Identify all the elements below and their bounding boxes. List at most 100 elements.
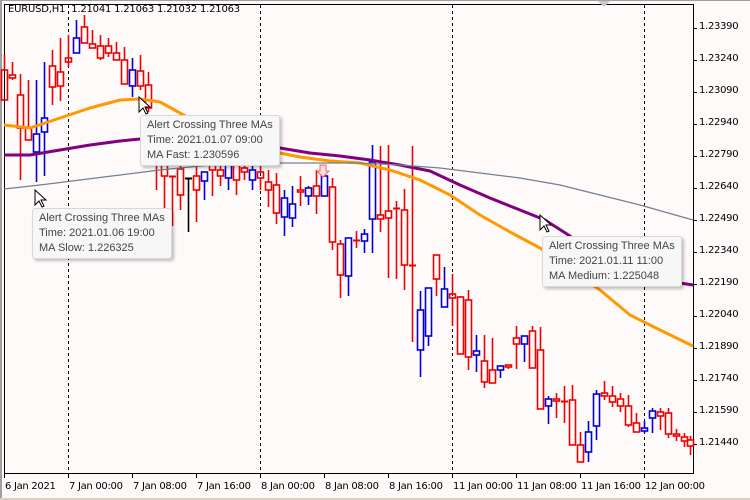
candle-body	[576, 444, 585, 463]
chart-title: EURUSD,H1 1.21041 1.21063 1.21032 1.2106…	[8, 4, 240, 15]
candle-body	[456, 296, 465, 355]
scroll-shift-marker-icon[interactable]	[598, 1, 610, 7]
candle-body	[176, 168, 185, 196]
candle-body	[112, 52, 121, 61]
candle-body	[384, 210, 393, 219]
candle-body	[472, 350, 481, 356]
candle-body	[8, 74, 17, 79]
mouse-cursor-icon	[138, 95, 152, 115]
time-label: 7 Jan 00:00	[69, 481, 123, 492]
time-label: 6 Jan 2021	[5, 481, 56, 492]
candle-body	[496, 365, 505, 371]
candle-body	[280, 197, 289, 218]
price-label: 1.21590	[699, 405, 739, 416]
alert-tooltip-ma-medium: Alert Crossing Three MAs Time: 2021.01.1…	[542, 236, 682, 287]
candle-body	[480, 360, 489, 383]
candle-body	[64, 57, 73, 63]
candle-body	[376, 214, 385, 220]
candle-body	[536, 349, 545, 410]
tooltip-time: Time: 2021.01.06 19:00	[39, 227, 155, 239]
tooltip-value: MA Slow: 1.226325	[39, 242, 134, 254]
price-label: 1.22940	[699, 117, 739, 128]
candle-body	[520, 335, 529, 345]
candle-body	[128, 69, 137, 87]
candle-body	[72, 37, 81, 54]
price-label: 1.23390	[699, 21, 739, 32]
candle-body	[192, 175, 201, 191]
symbol-timeframe: EURUSD,H1	[8, 4, 66, 15]
time-label: 12 Jan 00:00	[645, 481, 705, 492]
tooltip-title: Alert Crossing Three MAs	[549, 240, 675, 252]
time-label: 8 Jan 08:00	[325, 481, 379, 492]
candle-body	[528, 330, 537, 369]
candle-body	[288, 203, 297, 219]
tooltip-time: Time: 2021.01.07 09:00	[147, 134, 263, 146]
tooltip-time: Time: 2021.01.11 11:00	[549, 255, 664, 267]
candle-body	[464, 299, 473, 358]
price-label: 1.22490	[699, 213, 739, 224]
candle-body	[144, 84, 153, 109]
time-label: 11 Jan 00:00	[453, 481, 513, 492]
tooltip-title: Alert Crossing Three MAs	[39, 212, 165, 224]
candle-body	[632, 422, 641, 433]
candle-body	[432, 254, 441, 280]
window-top-border	[0, 0, 750, 1]
candle-body	[256, 171, 265, 179]
time-label: 8 Jan 16:00	[389, 481, 443, 492]
candle-body	[608, 395, 617, 403]
candle-body	[584, 431, 593, 453]
candle-body	[360, 233, 369, 242]
candle-body	[216, 169, 225, 177]
price-label: 1.21740	[699, 373, 739, 384]
candle-body	[686, 439, 695, 447]
candle-body	[648, 410, 657, 419]
time-label: 7 Jan 16:00	[197, 481, 251, 492]
candle-body	[80, 26, 89, 44]
candle-body	[488, 369, 497, 384]
candle-body	[200, 171, 209, 182]
candle-body	[240, 167, 249, 173]
candle-body	[672, 433, 681, 437]
tooltip-title: Alert Crossing Three MAs	[147, 119, 273, 131]
candle-body	[0, 69, 9, 101]
candle-body	[664, 412, 673, 435]
candle-body	[512, 337, 521, 345]
mouse-cursor-icon	[34, 188, 48, 208]
candle-body	[368, 161, 377, 220]
candle-body	[32, 133, 41, 153]
candle-body	[552, 398, 561, 402]
candle-body	[328, 186, 337, 243]
candle-body	[16, 94, 25, 129]
candle-body	[416, 309, 425, 351]
window-bottom-border	[0, 498, 750, 500]
candle-body	[544, 398, 553, 407]
candle-body	[48, 65, 57, 88]
candle-body	[104, 45, 113, 54]
price-label: 1.21890	[699, 341, 739, 352]
time-label: 8 Jan 00:00	[261, 481, 315, 492]
candle-body	[616, 398, 625, 407]
price-label: 1.21440	[699, 437, 739, 448]
alert-tooltip-ma-fast: Alert Crossing Three MAs Time: 2021.01.0…	[140, 115, 280, 166]
candle-body	[96, 45, 105, 59]
candle-body	[120, 59, 129, 85]
candle-body	[600, 392, 609, 397]
ohlc-values: 1.21041 1.21063 1.21032 1.21063	[71, 4, 240, 15]
price-label: 1.22340	[699, 245, 739, 256]
candle-body	[336, 243, 345, 276]
candle-body	[344, 237, 353, 277]
alert-tooltip-ma-slow: Alert Crossing Three MAs Time: 2021.01.0…	[32, 208, 172, 259]
window-left-border	[0, 0, 2, 500]
candle-body	[440, 288, 449, 308]
price-label: 1.22790	[699, 149, 739, 160]
price-label: 1.22040	[699, 309, 739, 320]
price-label: 1.22190	[699, 277, 739, 288]
time-label: 7 Jan 08:00	[133, 481, 187, 492]
candle-body	[296, 189, 305, 193]
candle-body	[88, 43, 97, 49]
candle-body	[504, 364, 513, 368]
sell-arrow-icon	[315, 164, 331, 178]
candle-body	[304, 187, 313, 197]
tooltip-value: MA Fast: 1.230596	[147, 149, 240, 161]
